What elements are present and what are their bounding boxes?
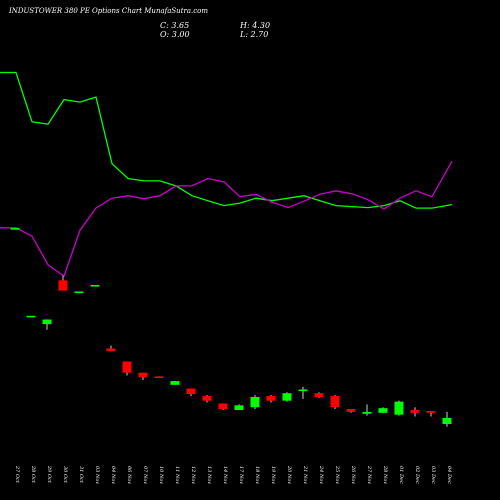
candle-28-oct (26, 315, 36, 318)
candle-body (314, 393, 324, 397)
candle-26-nov (346, 409, 356, 413)
candle-07-nov (138, 372, 148, 381)
candle-body (410, 410, 420, 413)
candle-body (362, 411, 372, 414)
candle-body (26, 315, 36, 318)
candle-body (154, 376, 164, 379)
candle-body (282, 393, 292, 401)
green-indicator-line (0, 71, 453, 209)
candle-12-nov (186, 388, 196, 397)
x-tick-label: 04 Dec (446, 466, 452, 484)
x-tick-label: 17 Nov (238, 466, 244, 484)
candle-01-dec (394, 400, 404, 416)
candlesticks (10, 228, 452, 427)
candle-body (202, 396, 212, 401)
x-tick-label: 27 Oct (14, 465, 20, 484)
candle-body (10, 228, 20, 230)
x-tick-label: 29 Oct (46, 465, 52, 484)
candle-body (394, 401, 404, 415)
candle-body (138, 372, 148, 378)
candle-11-nov (170, 381, 180, 385)
candle-body (90, 284, 100, 287)
x-tick-label: 04 Nov (110, 466, 116, 484)
x-tick-label: 02 Dec (414, 466, 420, 484)
candle-17-nov (234, 404, 244, 411)
candle-body (170, 381, 180, 385)
candle-10-nov (154, 376, 164, 379)
x-tick-label: 03 Dec (430, 466, 436, 484)
candle-04-nov (106, 345, 116, 352)
candle-body (266, 396, 276, 401)
candle-body (42, 319, 52, 325)
open-value: O: 3.00 (160, 30, 190, 39)
x-tick-label: 21 Nov (302, 465, 308, 484)
candle-20-nov (282, 392, 292, 402)
candle-19-nov (266, 395, 276, 403)
chart-title: INDUSTOWER 380 PE Options Chart MunafaSu… (9, 7, 209, 15)
x-tick-label: 28 Nov (382, 465, 388, 484)
x-tick-label: 26 Nov (350, 465, 356, 484)
candle-body (298, 389, 308, 392)
x-tick-label: 07 Nov (142, 466, 148, 484)
x-tick-label: 28 Oct (30, 465, 36, 484)
candle-body (250, 396, 260, 408)
x-tick-label: 24 Nov (318, 465, 324, 484)
candle-24-nov (314, 392, 324, 398)
candle-29-oct (42, 319, 52, 330)
candle-body (106, 348, 116, 352)
candle-body (426, 410, 436, 413)
x-tick-label: 13 Nov (206, 466, 212, 484)
candle-31-oct (74, 291, 84, 294)
candle-body (330, 396, 340, 408)
candle-14-nov (218, 403, 228, 411)
low-value: L: 2.70 (240, 30, 269, 39)
candle-body (234, 405, 244, 411)
candle-body (122, 361, 132, 373)
candle-body (186, 388, 196, 395)
candle-28-nov (378, 407, 388, 413)
x-tick-label: 20 Nov (286, 465, 292, 484)
x-tick-label: 12 Nov (190, 466, 196, 484)
candle-27-oct (10, 228, 20, 230)
candle-body (58, 280, 68, 291)
candle-02-dec (410, 407, 420, 417)
x-tick-label: 14 Nov (222, 466, 228, 484)
candle-13-nov (202, 395, 212, 403)
x-tick-label: 25 Nov (334, 465, 340, 484)
magenta-indicator-line (0, 160, 453, 278)
x-tick-label: 19 Nov (270, 466, 276, 484)
candle-body (74, 291, 84, 294)
x-tick-label: 03 Nov (94, 466, 100, 484)
high-value: H: 4.30 (240, 21, 271, 30)
x-tick-label: 06 Nov (126, 466, 132, 484)
candle-body (346, 409, 356, 412)
candle-25-nov (330, 395, 340, 410)
candle-27-nov (362, 404, 372, 416)
candle-03-nov (90, 284, 100, 287)
x-tick-label: 18 Nov (254, 466, 260, 484)
candle-04-dec (442, 411, 452, 427)
x-tick-label: 01 Dec (398, 466, 404, 484)
x-tick-label: 27 Nov (366, 465, 372, 484)
candle-body (218, 403, 228, 410)
candle-21-nov (298, 386, 308, 399)
x-tick-label: 10 Nov (158, 466, 164, 484)
candle-body (378, 408, 388, 413)
candle-06-nov (122, 361, 132, 376)
x-tick-label: 11 Nov (174, 466, 180, 484)
x-axis-tick-labels: 27 Oct 28 Oct 29 Oct 30 Oct 31 Oct 03 Nov 04 N… (14, 465, 452, 484)
candle-body (442, 417, 452, 425)
candle-30-oct (58, 275, 68, 291)
x-tick-label: 30 Oct (62, 466, 68, 484)
x-tick-label: 31 Oct (78, 466, 84, 484)
candle-03-dec (426, 410, 436, 417)
close-value: C: 3.65 (160, 21, 190, 30)
candle-18-nov (250, 395, 260, 410)
indicator-lines (0, 71, 453, 278)
